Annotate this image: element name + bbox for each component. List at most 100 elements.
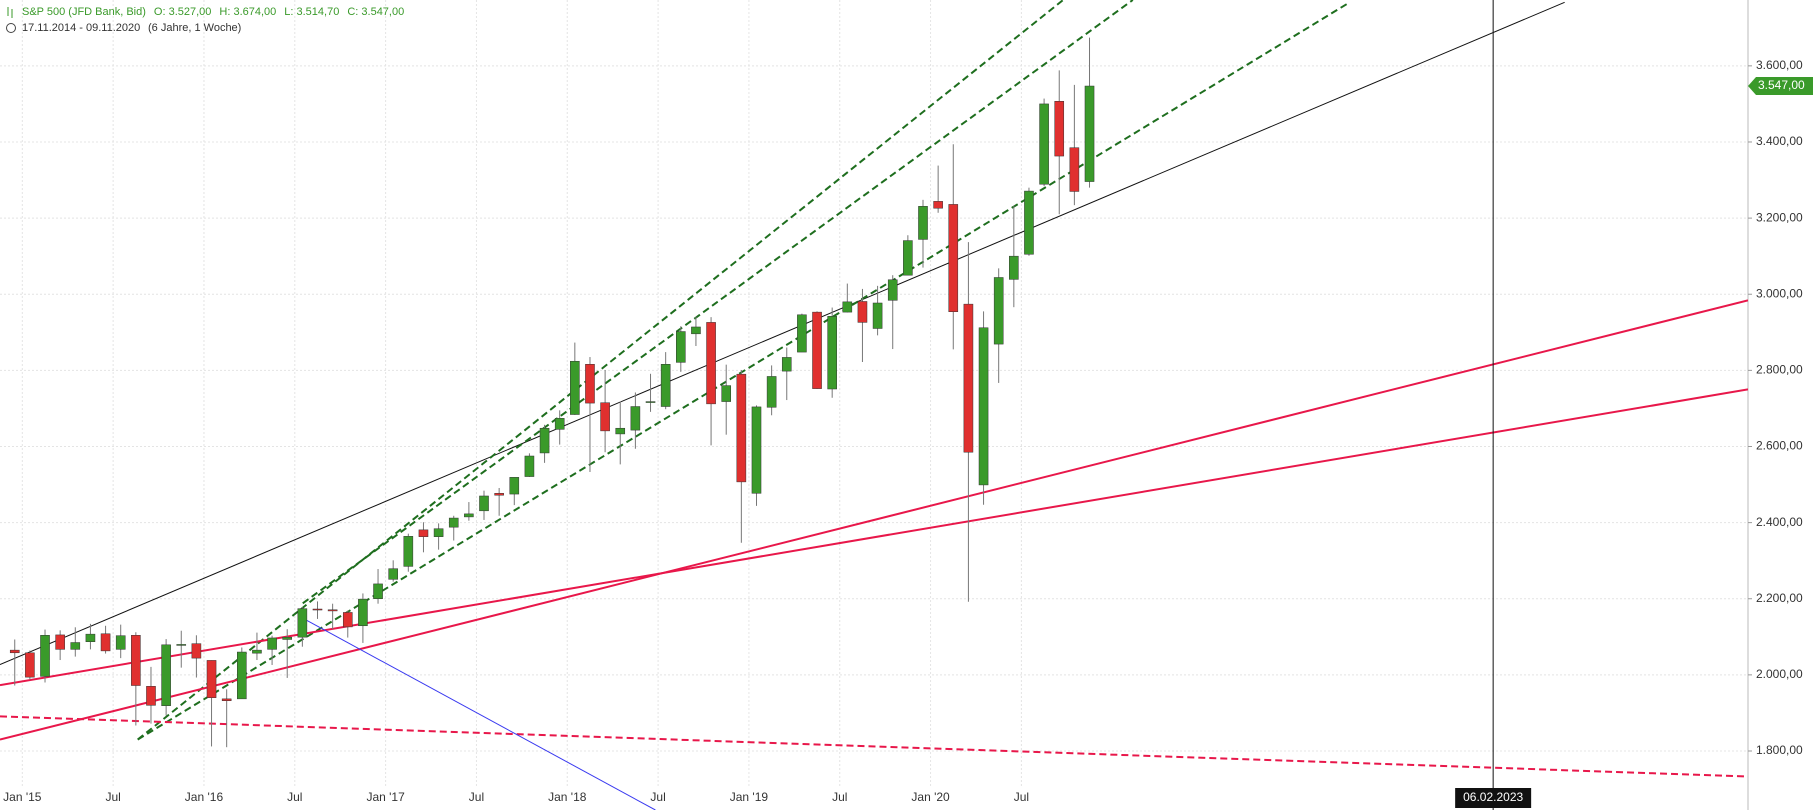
trendline [0, 715, 1748, 778]
candle-body [978, 327, 989, 486]
candle-body [131, 635, 141, 686]
candle-body [358, 598, 368, 627]
candle-body [146, 686, 156, 706]
candle-body [494, 493, 504, 496]
ohlc-label: L: 3.514,70 [284, 6, 339, 18]
trendline [0, 299, 1748, 741]
y-tick-label: 3.000,00 [1756, 286, 1803, 300]
candle-body [766, 376, 777, 408]
x-tick-label: Jan '18 [548, 790, 587, 804]
x-tick-label: Jul [469, 790, 484, 804]
last-price-label: 3.547,00 [1758, 78, 1805, 92]
candle-body [691, 326, 701, 335]
candle-body [403, 536, 414, 567]
candle-body [736, 373, 747, 483]
y-tick-label: 2.400,00 [1756, 515, 1803, 529]
candle-body [554, 418, 565, 430]
candle-body [9, 649, 20, 654]
symbol-icon [7, 7, 13, 18]
candle-body [252, 649, 262, 654]
last-price-marker [1748, 77, 1813, 96]
candle-body [570, 360, 580, 415]
clock-icon [6, 23, 16, 33]
candle-body [221, 698, 232, 702]
ohlc-label: O: 3.527,00 [154, 6, 212, 18]
candle-body [70, 642, 81, 650]
candle-body [1084, 85, 1095, 182]
candle-body [509, 477, 520, 495]
candle-body [464, 513, 474, 518]
candle-body [267, 637, 277, 650]
axes: 1.800,00 2.000,00 2.200,00 2.400,00 2.600,00… [3, 0, 1813, 810]
trendline [302, 617, 656, 810]
y-tick-label: 2.600,00 [1756, 439, 1803, 453]
y-tick-label: 3.400,00 [1756, 134, 1803, 148]
candle-body [206, 660, 217, 698]
trendline [137, 0, 1064, 741]
x-tick-label: Jul [650, 790, 665, 804]
candle-body [282, 636, 293, 640]
candle-body [55, 634, 65, 650]
candle-body [797, 314, 807, 353]
crosshair-label: 06.02.2023 [1463, 790, 1523, 804]
y-tick-label: 2.000,00 [1756, 667, 1803, 681]
trendline [0, 388, 1748, 687]
candle-body [933, 201, 943, 209]
candle-body [1024, 190, 1034, 255]
x-tick-label: Jul [105, 790, 120, 804]
duration: (6 Jahre, 1 Woche) [148, 22, 241, 34]
candle-body [600, 402, 610, 432]
y-tick-label: 1.800,00 [1756, 743, 1803, 757]
candle-body [191, 643, 202, 659]
candle-body [100, 633, 111, 652]
candle-body [706, 322, 716, 405]
candle-body [297, 608, 308, 638]
x-tick-label: Jul [287, 790, 302, 804]
ohlc-label: C: 3.547,00 [347, 6, 404, 18]
x-tick-label: Jan '15 [3, 790, 42, 804]
candle-body [781, 357, 792, 372]
candle-body [539, 427, 550, 454]
candle-body [857, 301, 868, 323]
y-tick-label: 3.600,00 [1756, 58, 1803, 72]
candle-body [660, 364, 671, 407]
candle-body [1009, 255, 1019, 280]
candle-body [585, 364, 595, 404]
candle-body [872, 302, 883, 329]
trendline [302, 0, 1134, 605]
candle-body [963, 303, 974, 453]
ohlc-label: H: 3.674,00 [219, 6, 276, 18]
candle-body [676, 331, 686, 363]
candle-body [312, 608, 323, 611]
grid [0, 0, 1748, 786]
candle-body [479, 495, 489, 512]
candle-body [993, 277, 1004, 345]
candle-body [812, 311, 822, 389]
candle-body [918, 206, 928, 240]
candle-body [418, 529, 429, 537]
trendline [0, 1, 1565, 666]
candle-body [1039, 103, 1049, 185]
candle-body [115, 635, 126, 650]
date-range: 17.11.2014 - 09.11.2020 [22, 22, 140, 34]
x-tick-label: Jan '20 [911, 790, 950, 804]
y-tick-label: 2.800,00 [1756, 363, 1803, 377]
candle-body [842, 301, 853, 313]
candle-body [630, 406, 641, 431]
candle-body [1054, 101, 1065, 157]
candle-body [887, 279, 898, 301]
candle-body [327, 609, 338, 612]
header: S&P 500 (JFD Bank, Bid) 17.11.2014 - 09.… [6, 6, 404, 34]
instrument-title: S&P 500 (JFD Bank, Bid) [22, 6, 146, 18]
candle-body [388, 568, 398, 580]
x-tick-label: Jan '19 [730, 790, 769, 804]
trendline [137, 1, 1351, 741]
y-tick-label: 2.200,00 [1756, 591, 1803, 605]
candle-body [524, 455, 535, 477]
candle-body [40, 635, 50, 677]
candles [9, 37, 1095, 748]
candle-body [373, 583, 383, 599]
candle-body [433, 528, 444, 537]
candle-body [751, 406, 762, 494]
